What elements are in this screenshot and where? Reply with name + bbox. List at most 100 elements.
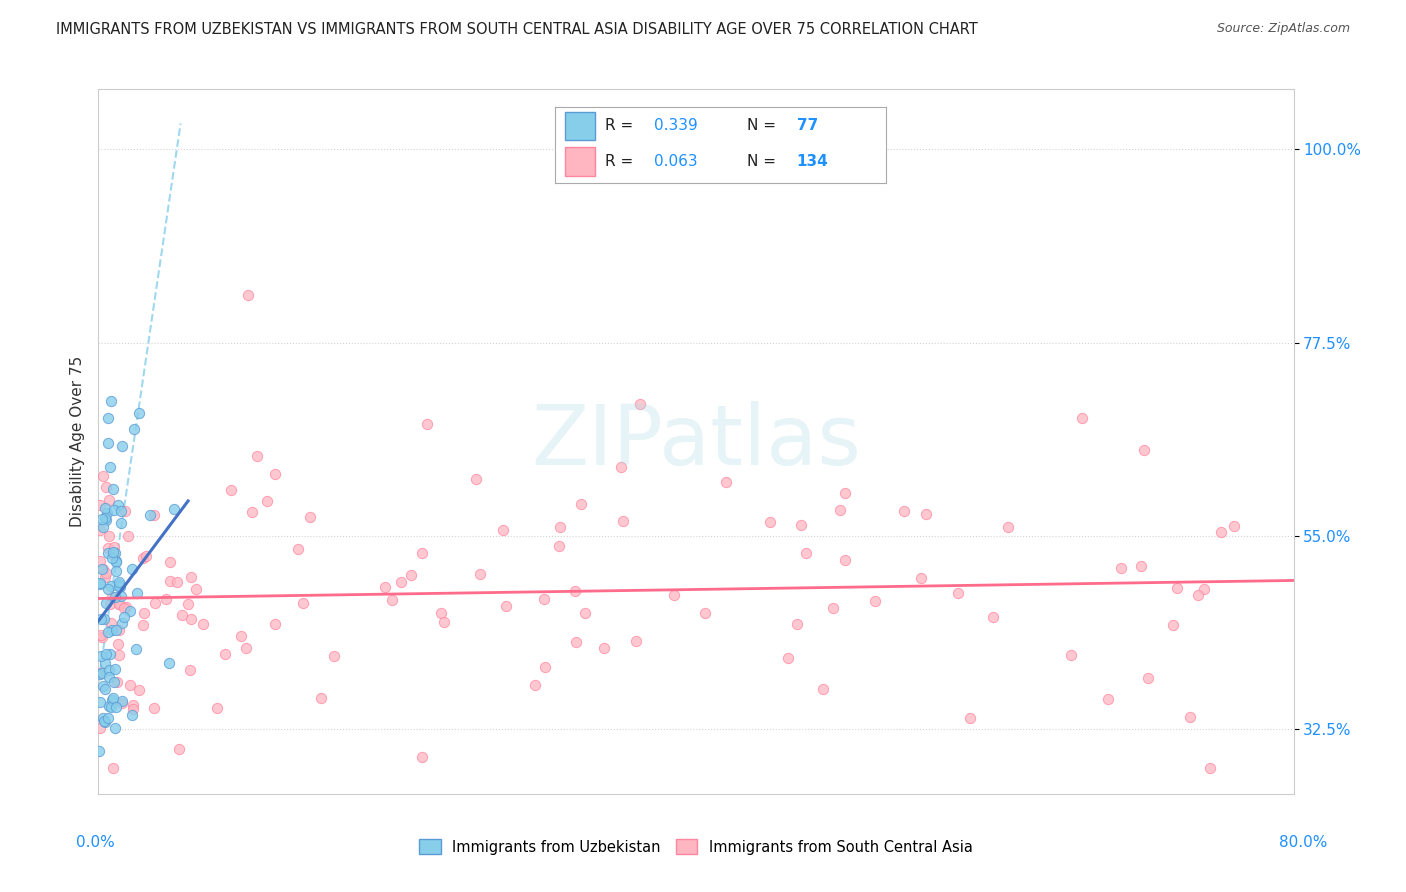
- Point: [98, 493, 121, 508]
- Point: [104, 721, 127, 735]
- Point: [828, 503, 851, 517]
- Point: [610, 460, 633, 475]
- Point: [91, 711, 114, 725]
- Point: [180, 612, 202, 626]
- Point: [117, 529, 139, 543]
- Point: [104, 624, 127, 638]
- Point: [93, 570, 115, 584]
- Point: [163, 502, 186, 516]
- Point: [107, 498, 129, 512]
- Point: [389, 575, 412, 590]
- Point: [179, 663, 201, 677]
- Point: [139, 508, 162, 523]
- Point: [107, 574, 129, 589]
- Point: [101, 482, 124, 496]
- Point: [834, 552, 856, 566]
- Point: [112, 609, 135, 624]
- Point: [101, 545, 124, 559]
- Point: [143, 596, 166, 610]
- Point: [356, 813, 378, 827]
- Point: [959, 711, 981, 725]
- Point: [97, 670, 120, 684]
- Text: 77: 77: [797, 119, 818, 134]
- Point: [264, 616, 287, 631]
- Point: [776, 651, 799, 665]
- Point: [574, 607, 596, 621]
- Point: [1109, 561, 1132, 575]
- Point: [104, 591, 127, 605]
- Point: [564, 583, 586, 598]
- Point: [997, 520, 1019, 534]
- Text: N =: N =: [747, 119, 780, 134]
- Point: [97, 529, 120, 543]
- Point: [167, 742, 190, 756]
- Point: [114, 504, 136, 518]
- Point: [96, 546, 118, 560]
- Text: R =: R =: [605, 119, 638, 134]
- Point: [1166, 581, 1188, 595]
- Point: [97, 582, 120, 597]
- Point: [794, 546, 817, 560]
- Text: R =: R =: [605, 154, 638, 169]
- Point: [100, 615, 122, 630]
- Point: [1192, 582, 1215, 596]
- Point: [128, 683, 150, 698]
- Point: [416, 417, 439, 432]
- Point: [103, 548, 125, 562]
- Point: [716, 475, 738, 489]
- Point: [790, 518, 813, 533]
- Point: [157, 656, 180, 670]
- Point: [834, 486, 856, 500]
- Point: [96, 480, 118, 494]
- Point: [103, 761, 125, 775]
- Point: [110, 616, 132, 631]
- Point: [107, 648, 129, 662]
- Point: [470, 567, 492, 582]
- Point: [97, 699, 120, 714]
- Point: [101, 690, 124, 705]
- Point: [103, 503, 125, 517]
- Point: [235, 640, 257, 655]
- Point: [256, 493, 278, 508]
- Point: [811, 682, 834, 697]
- Text: 134: 134: [797, 154, 828, 169]
- Point: [112, 600, 135, 615]
- Point: [108, 577, 131, 591]
- Point: [291, 596, 314, 610]
- Point: [1071, 411, 1094, 425]
- Point: [97, 624, 120, 639]
- Point: [89, 722, 111, 736]
- Point: [89, 744, 111, 758]
- Point: [1211, 524, 1233, 539]
- Point: [122, 698, 145, 712]
- Point: [105, 674, 128, 689]
- Point: [910, 571, 932, 585]
- Point: [946, 586, 969, 600]
- Point: [93, 714, 115, 729]
- Point: [166, 575, 188, 590]
- Point: [246, 449, 269, 463]
- Point: [533, 591, 555, 606]
- Point: [240, 505, 263, 519]
- Point: [322, 649, 344, 664]
- Y-axis label: Disability Age Over 75: Disability Age Over 75: [69, 356, 84, 527]
- Point: [132, 606, 155, 620]
- Point: [108, 580, 131, 594]
- Text: 0.339: 0.339: [654, 119, 699, 134]
- Point: [628, 397, 651, 411]
- Point: [89, 628, 111, 642]
- Point: [101, 591, 124, 605]
- Point: [132, 618, 155, 632]
- Point: [111, 694, 134, 708]
- Point: [97, 436, 120, 450]
- Point: [97, 711, 120, 725]
- Legend: Immigrants from Uzbekistan, Immigrants from South Central Asia: Immigrants from Uzbekistan, Immigrants f…: [413, 833, 979, 861]
- Point: [786, 616, 808, 631]
- Point: [93, 612, 115, 626]
- Point: [94, 714, 117, 729]
- Point: [492, 523, 515, 537]
- Point: [100, 699, 122, 714]
- Point: [143, 508, 166, 523]
- Point: [100, 551, 122, 566]
- Point: [93, 519, 115, 533]
